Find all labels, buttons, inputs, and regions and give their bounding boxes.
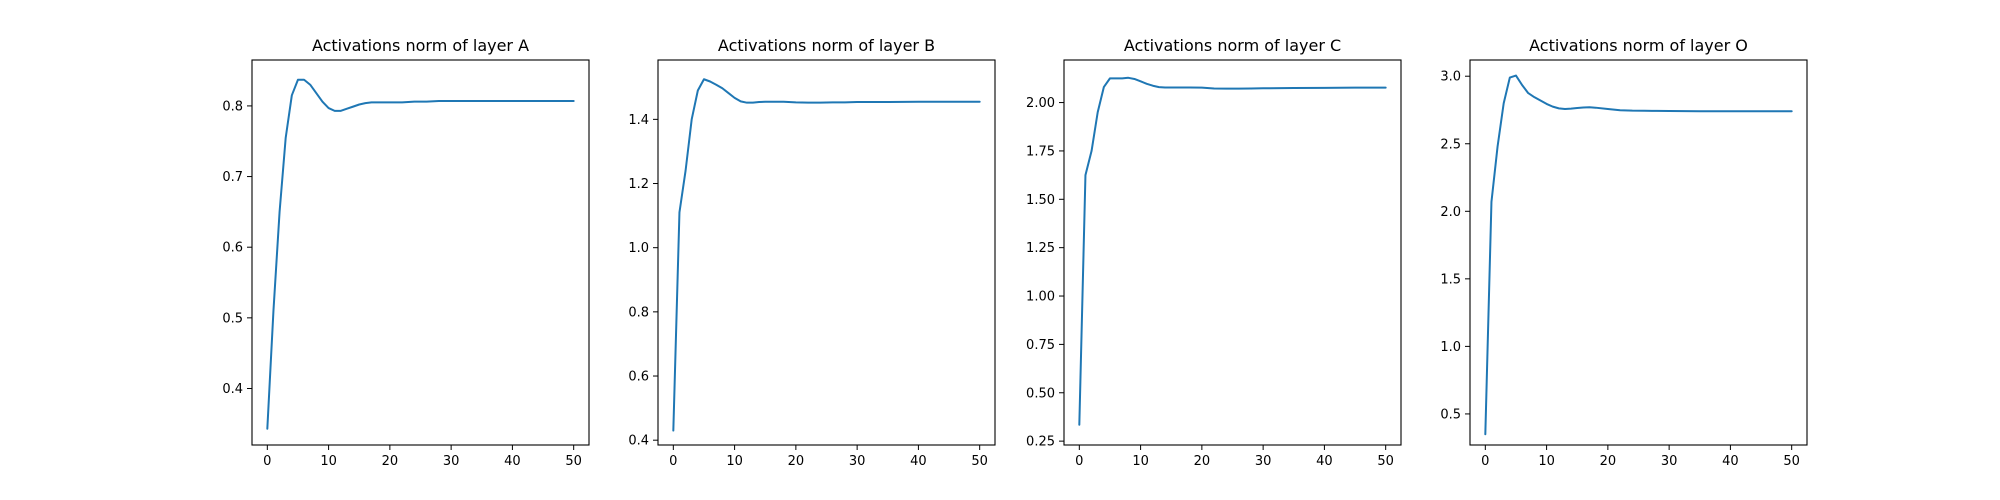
x-tick-label: 10 [320,454,337,469]
x-tick-label: 10 [726,454,743,469]
series-line [1484,74,1793,436]
chart-panel: Activations norm of layer B 0 10 20 30 40 50 0.… [628,36,996,469]
y-tick-label: 0.7 [222,170,243,185]
y-tick-label: 2.00 [1026,96,1055,111]
series-line [672,78,981,432]
plot-frame [657,59,996,446]
y-tick-label: 1.4 [628,113,649,128]
x-tick-label: 50 [1377,454,1394,469]
series-line [1078,76,1387,426]
y-tick-label: 1.5 [1440,272,1461,287]
chart-panel: Activations norm of layer A 0 10 20 30 40 50 0.… [222,36,590,469]
x-tick-label: 0 [263,454,271,469]
x-tick-label: 10 [1132,454,1149,469]
y-tick-label: 0.6 [628,370,649,385]
x-tick-label: 40 [1722,454,1739,469]
x-tick-label: 10 [1538,454,1555,469]
y-tick-label: 0.5 [1440,407,1461,422]
x-tick-label: 0 [1075,454,1083,469]
chart-panel: Activations norm of layer O 0 10 20 30 40 50 0.… [1440,36,1808,469]
y-tick-label: 0.75 [1026,338,1055,353]
x-tick-label: 50 [1783,454,1800,469]
y-tick-label: 0.8 [222,99,243,114]
x-tick-label: 20 [1194,454,1211,469]
plot-frame [251,59,590,446]
y-tick-label: 0.8 [628,305,649,320]
x-tick-label: 20 [1600,454,1617,469]
y-tick-label: 0.6 [222,241,243,256]
y-tick-label: 0.4 [222,382,243,397]
x-tick-label: 50 [565,454,582,469]
x-tick-label: 0 [669,454,677,469]
x-tick-label: 20 [788,454,805,469]
y-tick-label: 2.0 [1440,205,1461,220]
y-tick-label: 1.00 [1026,290,1055,305]
x-tick-label: 40 [910,454,927,469]
chart-panel: Activations norm of layer C 0 10 20 30 40 50 0.… [1026,36,1402,469]
series-line [266,78,575,430]
x-tick-label: 30 [443,454,460,469]
y-tick-label: 0.4 [628,434,649,449]
y-tick-label: 1.0 [1440,340,1461,355]
y-tick-label: 1.0 [628,241,649,256]
y-tick-label: 1.75 [1026,144,1055,159]
y-tick-label: 2.5 [1440,137,1461,152]
plot-frame [1063,59,1402,446]
x-tick-label: 30 [1661,454,1678,469]
chart-title: Activations norm of layer C [1124,36,1341,55]
chart-title: Activations norm of layer A [312,36,529,55]
x-tick-label: 40 [504,454,521,469]
y-tick-label: 1.25 [1026,241,1055,256]
y-tick-label: 0.25 [1026,435,1055,450]
x-tick-label: 0 [1481,454,1489,469]
y-tick-label: 1.50 [1026,193,1055,208]
y-tick-label: 0.50 [1026,386,1055,401]
y-tick-label: 1.2 [628,177,649,192]
x-tick-label: 20 [382,454,399,469]
y-tick-label: 0.5 [222,311,243,326]
x-tick-label: 30 [849,454,866,469]
plot-frame [1469,59,1808,446]
x-tick-label: 40 [1316,454,1333,469]
chart-title: Activations norm of layer B [718,36,935,55]
x-tick-label: 30 [1255,454,1272,469]
y-tick-label: 3.0 [1440,70,1461,85]
chart-title: Activations norm of layer O [1529,36,1748,55]
x-tick-label: 50 [971,454,988,469]
